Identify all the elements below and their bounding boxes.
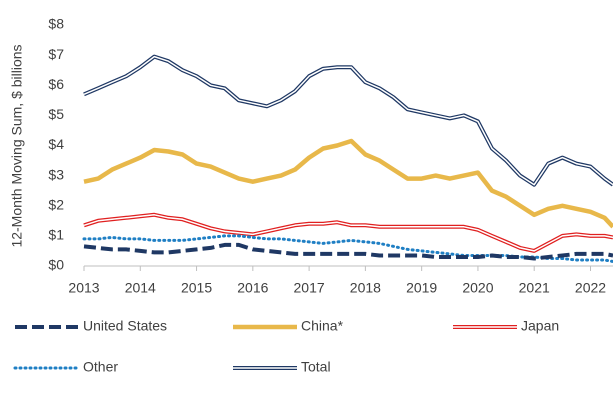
y-tick-label: $7 bbox=[48, 46, 64, 62]
y-axis-label: 12-Month Moving Sum, $ billions bbox=[9, 44, 25, 247]
series-line bbox=[83, 212, 613, 253]
series-line bbox=[83, 138, 613, 229]
y-tick-label: $0 bbox=[48, 257, 64, 273]
series-line bbox=[82, 234, 613, 263]
y-tick-label: $5 bbox=[48, 106, 64, 122]
x-tick-label: 2021 bbox=[519, 280, 550, 296]
series-line-inner bbox=[83, 55, 613, 186]
x-tick-label: 2020 bbox=[462, 280, 493, 296]
x-tick-label: 2022 bbox=[575, 280, 606, 296]
series-line bbox=[83, 54, 613, 187]
legend-label: United States bbox=[83, 318, 167, 334]
series-line-inner bbox=[83, 214, 613, 252]
x-tick-label: 2019 bbox=[406, 280, 437, 296]
y-tick-label: $6 bbox=[48, 76, 64, 92]
x-tick-label: 2016 bbox=[237, 280, 268, 296]
x-tick-label: 2018 bbox=[350, 280, 381, 296]
x-tick-label: 2015 bbox=[181, 280, 212, 296]
legend-label: China* bbox=[301, 318, 344, 334]
legend-label: Other bbox=[83, 359, 118, 375]
y-tick-label: $4 bbox=[48, 136, 64, 152]
legend-label: Japan bbox=[521, 318, 559, 334]
x-tick-label: 2017 bbox=[294, 280, 325, 296]
x-tick-label: 2013 bbox=[68, 280, 99, 296]
series-line bbox=[83, 242, 613, 261]
y-tick-label: $1 bbox=[48, 227, 64, 243]
y-tick-label: $3 bbox=[48, 166, 64, 182]
y-tick-label: $2 bbox=[48, 196, 64, 212]
y-tick-label: $8 bbox=[48, 16, 64, 32]
x-tick-label: 2014 bbox=[125, 280, 156, 296]
legend-label: Total bbox=[301, 359, 331, 375]
